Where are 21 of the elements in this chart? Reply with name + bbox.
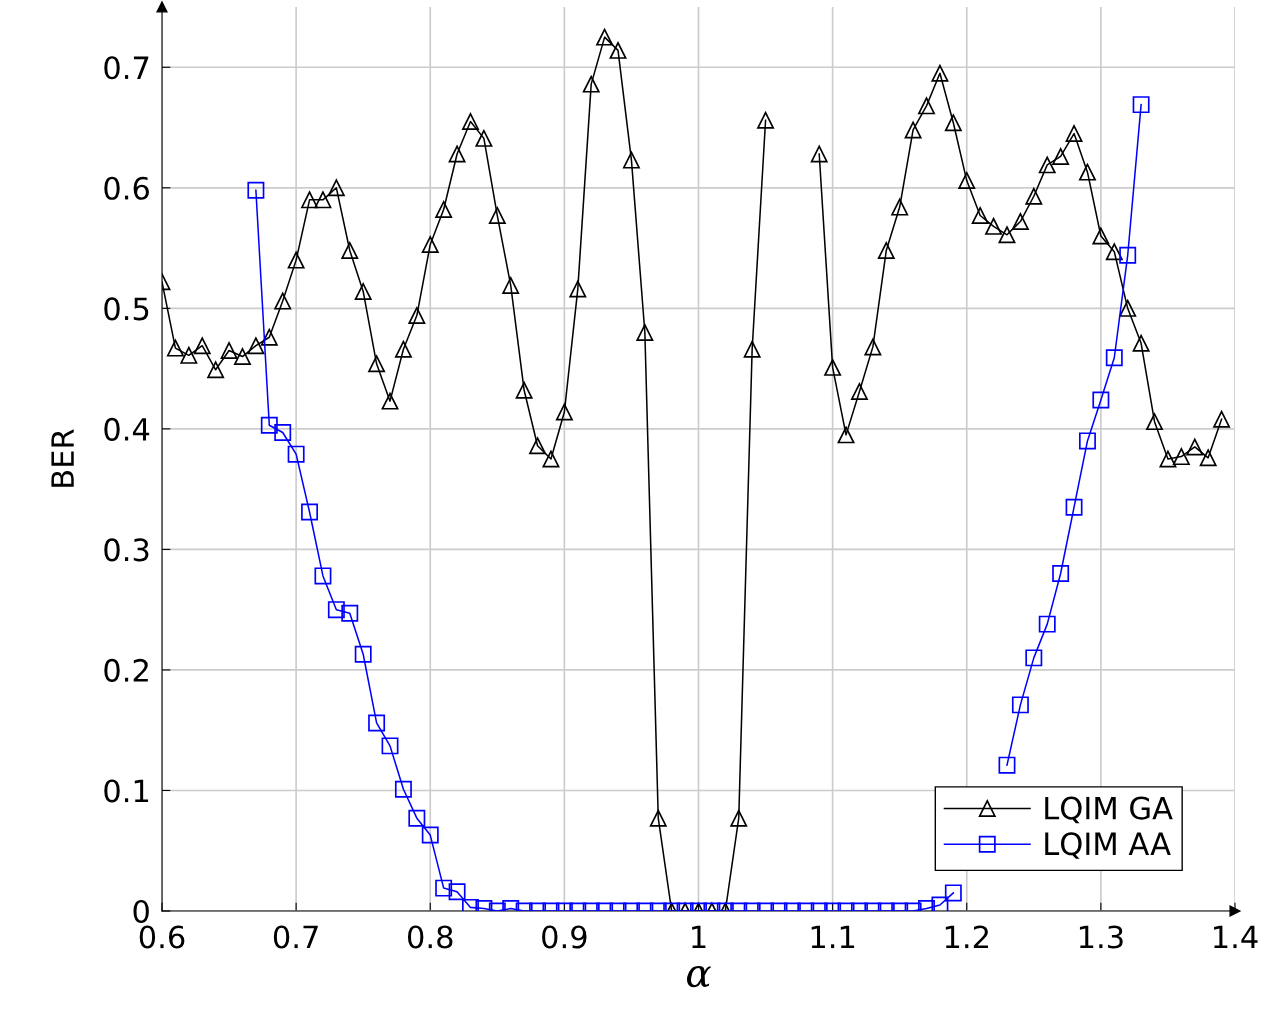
x-tick-label: 0.6: [139, 925, 185, 949]
y-tick-label: 0.7: [104, 56, 149, 80]
x-tick-label: 0.8: [407, 925, 453, 949]
legend-label: LQIM AA: [1045, 832, 1171, 859]
y-tick-label: 0.1: [104, 779, 149, 803]
y-tick-label: 0.2: [104, 658, 148, 682]
x-axis-title: α: [687, 966, 711, 988]
y-axis-title: BER: [51, 429, 74, 487]
x-tick-label: 1.4: [1214, 925, 1258, 949]
x-tick-label: 1: [692, 925, 706, 949]
x-tick-label: 1.2: [945, 925, 988, 949]
x-tick-label: 1.3: [1079, 925, 1123, 949]
y-tick-label: 0.3: [104, 538, 149, 562]
y-tick-label: 0.6: [104, 176, 149, 200]
x-tick-label: 1.1: [811, 925, 855, 949]
y-tick-label: 0: [133, 899, 149, 924]
legend-label: LQIM GA: [1045, 796, 1173, 824]
y-tick-label: 0.4: [104, 417, 150, 441]
y-tick-label: 0.5: [104, 297, 149, 321]
x-tick-label: 0.7: [273, 925, 318, 949]
x-tick-label: 0.9: [542, 925, 587, 949]
